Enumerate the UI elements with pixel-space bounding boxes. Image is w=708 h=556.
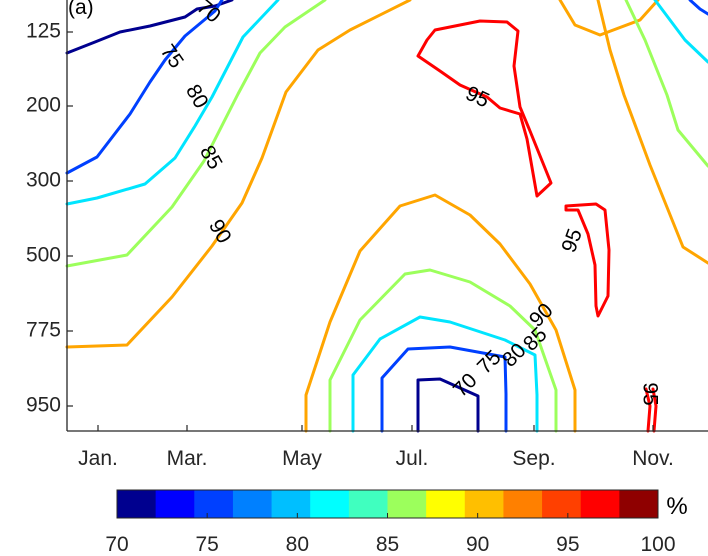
contour-line-95: [644, 387, 652, 433]
contour-line-70: [416, 377, 480, 433]
contour-line-90: [596, 0, 708, 265]
x-tick-label: Jul.: [396, 447, 429, 470]
colorbar: 70 75 80 85 90 95 100%: [105, 489, 688, 556]
colorbar-bin: [542, 490, 582, 518]
colorbar-tick-label: 80: [286, 533, 309, 556]
contour-line-85: [65, 0, 327, 268]
y-tick-label: 200: [26, 94, 61, 117]
colorbar-tick-label: 95: [556, 533, 579, 556]
panel-label: (a): [68, 0, 94, 19]
colorbar-tick-label: 90: [466, 533, 489, 556]
colorbar-bin: [194, 490, 234, 518]
contour-line-95: [564, 202, 611, 318]
colorbar-tick-label: 100: [640, 533, 675, 556]
x-tick-label: Jan.: [78, 447, 118, 470]
colorbar-bin: [348, 490, 388, 518]
x-tick-label: May: [282, 447, 322, 470]
colorbar-bin: [310, 490, 350, 518]
contour-line-75: [688, 0, 708, 16]
y-tick-label: 300: [26, 169, 61, 192]
contour-line-95: [651, 387, 658, 433]
y-tick-label: 125: [26, 20, 61, 43]
contour-line-90: [558, 0, 660, 37]
colorbar-tick-label: 70: [105, 533, 128, 556]
colorbar-bin: [155, 490, 195, 518]
x-tick-label: Mar.: [167, 447, 208, 470]
contour-line-80: [65, 0, 280, 206]
contour-line-85: [328, 268, 558, 433]
colorbar-bin: [387, 490, 427, 518]
y-tick-label: 950: [26, 394, 61, 417]
contour-line-90: [304, 193, 577, 433]
axes: Jan. Mar. May Jul. Sep. Nov. 125 200 300 500 775 95…: [26, 0, 708, 470]
contour-line-95: [416, 19, 553, 198]
colorbar-tick-label: 75: [195, 533, 218, 556]
x-tick-label: Sep.: [512, 447, 555, 470]
contour-line-70: [65, 0, 234, 55]
contour-line-80: [351, 315, 539, 433]
contour-lines: [65, 0, 708, 433]
y-tick-label: 500: [26, 244, 61, 267]
contour-line-90: [65, 0, 412, 349]
colorbar-bin: [580, 490, 620, 518]
contour-line-80: [653, 0, 708, 64]
colorbar-bin: [464, 490, 504, 518]
colorbar-unit: %: [666, 493, 687, 520]
contour-label-95: 95: [638, 382, 661, 405]
colorbar-bin: [426, 490, 466, 518]
colorbar-bin: [619, 490, 659, 518]
colorbar-bin: [117, 490, 157, 518]
colorbar-tick-label: 85: [376, 533, 399, 556]
contour-line-85: [624, 0, 708, 168]
colorbar-bin: [232, 490, 273, 518]
contour-line-75: [65, 0, 224, 175]
colorbar-bin: [271, 490, 311, 518]
y-tick-label: 775: [26, 319, 61, 342]
colorbar-bin: [503, 490, 543, 518]
contour-line-75: [380, 345, 508, 433]
x-tick-label: Nov.: [632, 447, 674, 470]
